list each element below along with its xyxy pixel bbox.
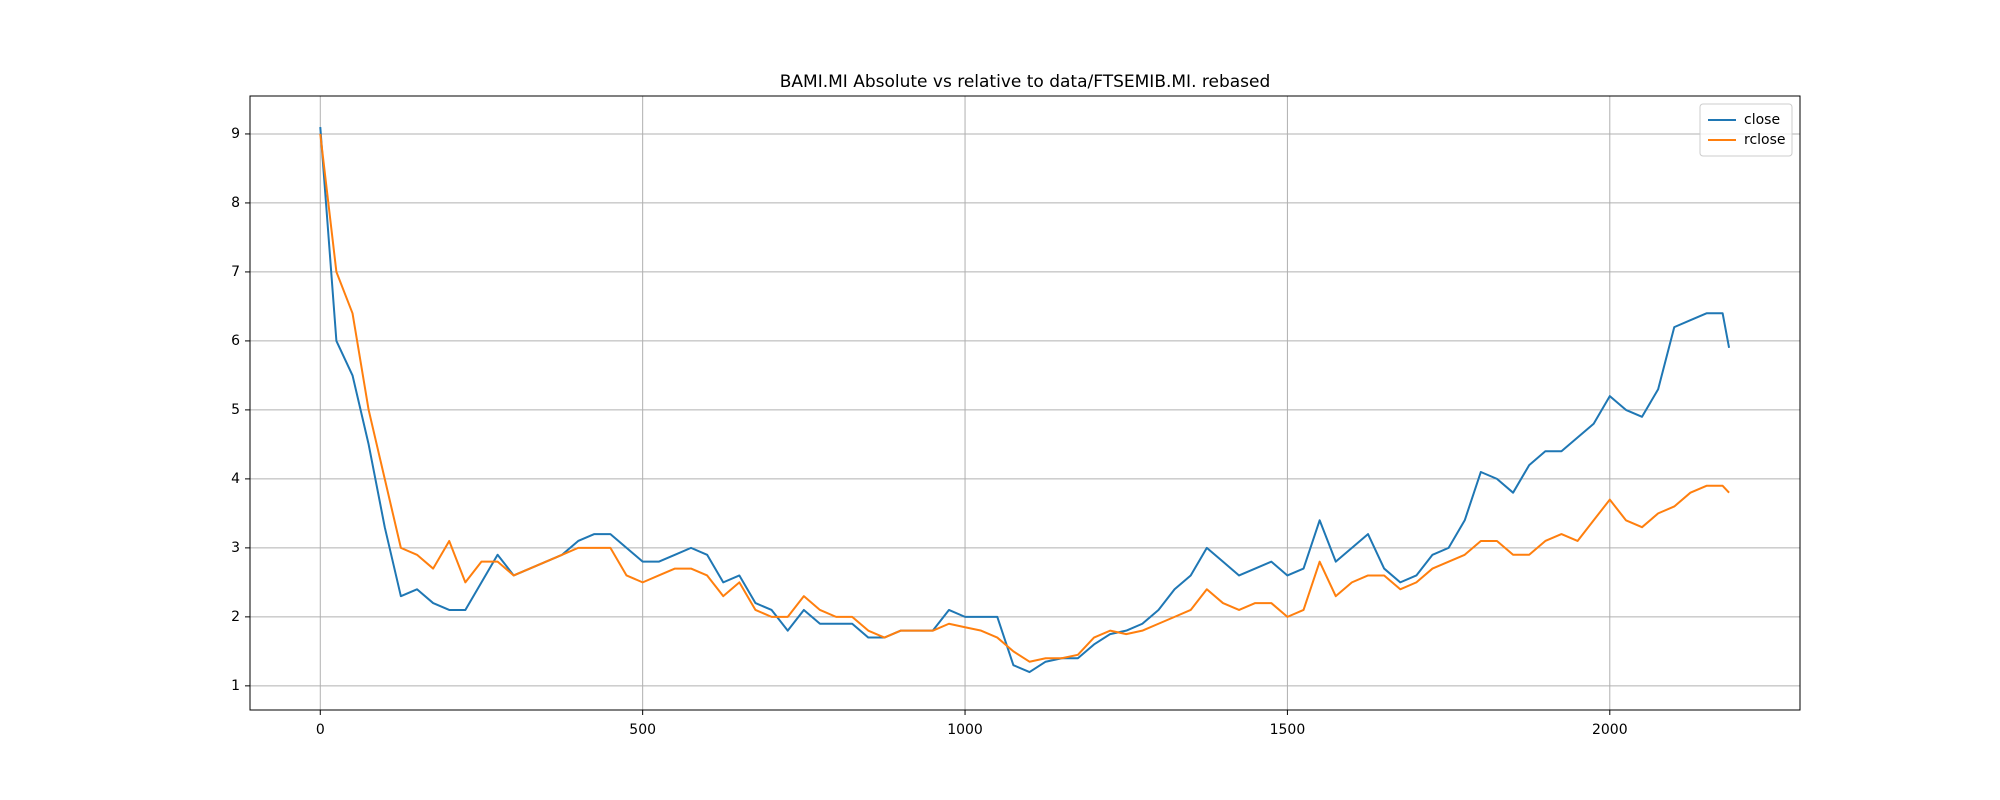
y-tick-label: 1: [231, 678, 240, 694]
y-tick-label: 4: [231, 471, 240, 487]
x-tick-label: 1500: [1270, 722, 1306, 738]
y-tick-label: 7: [231, 264, 240, 280]
legend: close rclose: [1699, 103, 1793, 157]
legend-label: rclose: [1744, 132, 1786, 148]
plot-frame: [249, 95, 1801, 711]
y-tick-label: 5: [231, 402, 240, 418]
x-tick-label: 500: [629, 722, 656, 738]
chart-title: BAMI.MI Absolute vs relative to data/FTS…: [780, 72, 1271, 92]
x-tick-label: 0: [316, 722, 325, 738]
legend-label: close: [1744, 112, 1780, 128]
y-tick-label: 9: [231, 126, 240, 142]
x-tick-label: 2000: [1592, 722, 1628, 738]
legend-box: [1699, 103, 1793, 157]
x-tick-label: 1000: [947, 722, 983, 738]
y-tick-label: 6: [231, 333, 240, 349]
line-series: [319, 133, 1730, 663]
y-tick-label: 3: [231, 540, 240, 556]
y-tick-label: 8: [231, 195, 240, 211]
y-tick-label: 2: [231, 609, 240, 625]
